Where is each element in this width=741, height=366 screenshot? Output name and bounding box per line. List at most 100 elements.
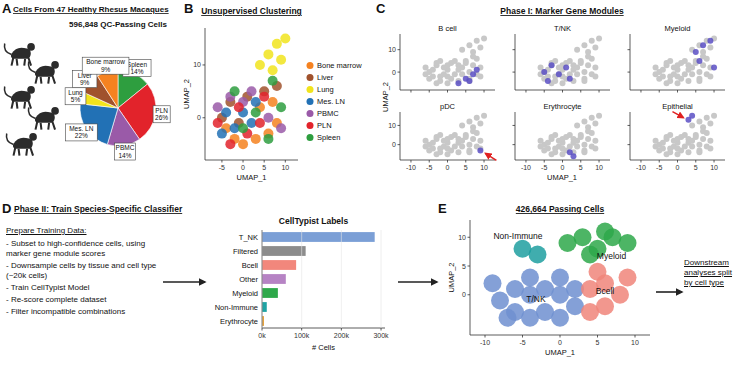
monkey-head [27, 43, 35, 51]
background-cell [667, 132, 673, 138]
x-tick [221, 160, 222, 163]
x-tick-label: -5 [541, 164, 547, 171]
cell-point [596, 297, 614, 315]
list-item: - Re-score complete dataset [6, 295, 158, 305]
cell-point [255, 118, 265, 128]
cell-point [619, 269, 637, 287]
panel-letter: C [376, 1, 386, 16]
background-cell [653, 144, 659, 150]
cell-point [707, 38, 713, 44]
background-cell [675, 74, 681, 80]
axes: -10-50510 [513, 112, 611, 171]
background-cell [452, 58, 458, 64]
y-tick-label: 10 [388, 122, 396, 129]
background-cell [685, 78, 691, 84]
cell-point [259, 92, 269, 102]
background-cell [581, 78, 587, 84]
x-tick-label: 0 [241, 164, 245, 171]
x-tick [659, 90, 660, 93]
x-tick-label: 300k [373, 332, 389, 339]
x-axis-line [205, 160, 298, 161]
background-cell [545, 140, 551, 146]
axes [513, 34, 611, 93]
background-cell [682, 58, 688, 64]
background-cell [538, 144, 544, 150]
background-cell [585, 62, 591, 68]
pie-value-label: 26% [155, 114, 168, 121]
background-cell [581, 142, 587, 148]
monkey-tail [4, 87, 11, 98]
bars [262, 232, 375, 326]
background-cell [653, 65, 659, 71]
category-label: Filtered [233, 247, 258, 256]
background-cell [567, 132, 573, 138]
monkey-icon [28, 107, 58, 130]
background-cell [423, 71, 429, 77]
background-cell [592, 74, 598, 80]
x-tick [695, 90, 696, 93]
x-tick [429, 160, 430, 163]
x-tick-label: 0 [561, 164, 565, 171]
axes: -50510010 [193, 28, 298, 171]
background-cell [707, 74, 713, 80]
x-tick [484, 160, 485, 163]
x-tick-label: 5 [579, 164, 583, 171]
x-tick-label: -10 [636, 164, 646, 171]
cell-point [491, 292, 509, 310]
pie-value-label: 9% [80, 79, 90, 86]
pie-value-label: 14% [118, 152, 131, 159]
x-tick [285, 160, 286, 163]
background-cell [704, 115, 710, 121]
x-tick [301, 328, 302, 331]
background-cell [696, 142, 702, 148]
x-axis-label: UMAP_1 [545, 348, 575, 357]
background-cell [459, 122, 465, 128]
arrow [656, 291, 682, 293]
x-tick-label: 5 [262, 164, 266, 171]
bar [262, 232, 375, 242]
cell-point [574, 228, 592, 246]
y-axis-line [400, 34, 401, 90]
background-cell [711, 113, 717, 119]
cell-point [238, 123, 248, 133]
cell-point [234, 102, 244, 112]
pie-value-label: 9% [101, 66, 111, 73]
panel-title: Phase II: Train Species-Specific Classif… [14, 204, 183, 214]
x-tick [544, 160, 545, 163]
x-tick-label: 5 [464, 164, 468, 171]
cell-point [230, 86, 240, 96]
grid-line [262, 230, 263, 328]
cell-point [700, 42, 706, 48]
background-cell [455, 140, 461, 146]
monkey-body [11, 48, 31, 59]
axes: 010 [388, 34, 495, 93]
background-cell [696, 78, 702, 84]
background-cell [689, 122, 695, 128]
bar [262, 274, 286, 284]
monkey-icon [4, 43, 34, 66]
background-cell [707, 44, 713, 50]
cell-point [455, 80, 461, 86]
cell-point [474, 67, 480, 73]
legend-swatch [307, 98, 314, 105]
monkey-body [11, 91, 31, 102]
background-cell [707, 138, 713, 144]
background-cell [556, 65, 562, 71]
legend-swatch [307, 74, 314, 81]
background-cell [423, 138, 429, 144]
monkey-legs [36, 76, 56, 84]
x-tick [580, 90, 581, 93]
background-cell [466, 42, 472, 48]
axes: -10-505100510 [458, 220, 650, 346]
cell-point [596, 223, 614, 241]
monkey-legs [14, 148, 34, 156]
background-cell [685, 67, 691, 73]
x-tick [640, 90, 641, 93]
x-tick [484, 90, 485, 93]
x-tick-label: -10 [480, 339, 490, 346]
legend-label: PLN [317, 121, 332, 130]
cell-point [551, 269, 569, 287]
pie-label: PBMC [116, 144, 135, 151]
cell-point [563, 65, 569, 71]
x-tick [640, 160, 641, 163]
